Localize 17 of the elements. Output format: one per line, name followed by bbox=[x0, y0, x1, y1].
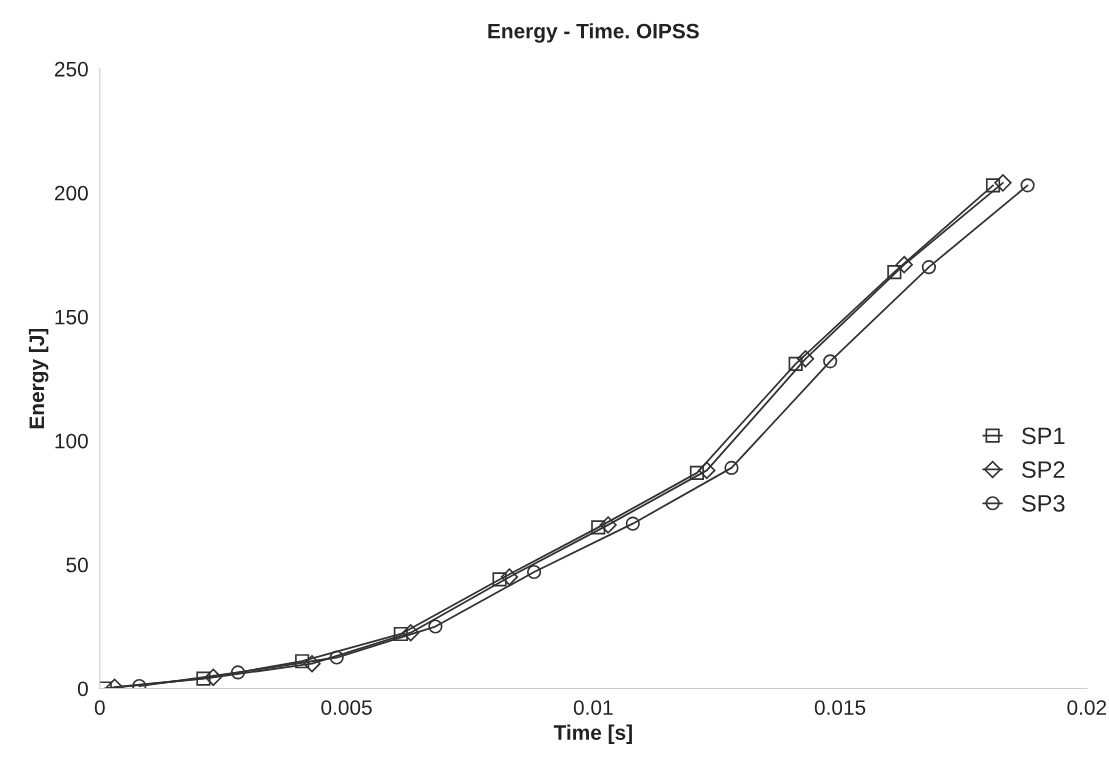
x-tick-label: 0 bbox=[94, 700, 105, 715]
x-axis-title: Time [s] bbox=[553, 724, 632, 745]
x-tick-label: 0.005 bbox=[321, 700, 372, 715]
y-tick-label: 250 bbox=[54, 61, 88, 77]
y-tick-label: 200 bbox=[54, 185, 88, 201]
x-tick-label: 0.02 bbox=[1067, 700, 1107, 715]
y-tick-label: 150 bbox=[55, 309, 88, 325]
x-tick-label: 0.01 bbox=[573, 700, 613, 715]
legend-label: SP3 bbox=[1022, 495, 1065, 512]
legend-label: SP1 bbox=[1022, 427, 1065, 445]
chart-title: Energy - Time. OIPSS bbox=[488, 23, 699, 43]
y-axis-title: Energy [J] bbox=[28, 328, 49, 429]
y-tick-label: 100 bbox=[55, 433, 88, 449]
y-tick-label: 50 bbox=[66, 557, 88, 573]
x-tick-label: 0.015 bbox=[814, 700, 866, 715]
legend-label: SP2 bbox=[1022, 461, 1065, 478]
y-tick-label: 0 bbox=[77, 681, 88, 697]
